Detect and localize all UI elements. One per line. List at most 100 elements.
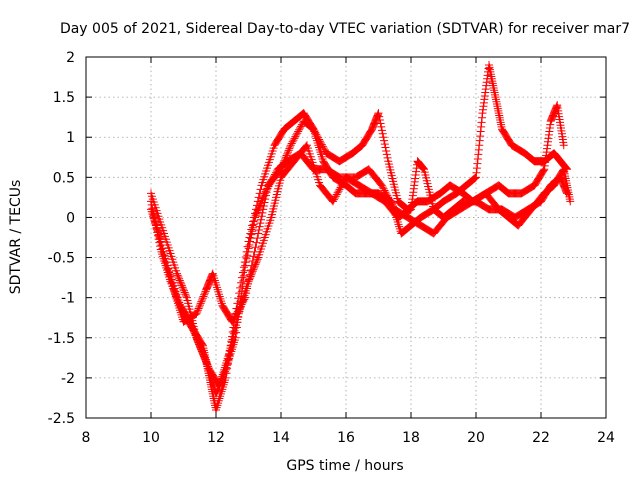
y-tick-label: -1.5	[48, 331, 75, 347]
data-point	[269, 173, 278, 182]
data-point	[198, 347, 207, 356]
grid-lines	[86, 57, 606, 418]
data-point	[217, 297, 226, 306]
data-point	[195, 302, 204, 311]
data-point	[250, 262, 259, 271]
data-point	[405, 206, 414, 215]
data-point	[284, 146, 293, 155]
data-point	[220, 369, 229, 378]
data-point	[182, 291, 191, 300]
data-point	[314, 133, 323, 142]
data-point	[384, 193, 393, 202]
data-point	[338, 180, 347, 189]
data-point	[329, 197, 337, 206]
x-tick-labels: 8 10 12 14 16 18 20 22 24	[82, 430, 615, 446]
data-point	[382, 189, 391, 198]
data-point	[245, 275, 254, 284]
data-point	[248, 267, 257, 276]
data-point	[310, 126, 319, 135]
data-point	[256, 219, 265, 228]
data-point	[158, 244, 167, 253]
data-point	[235, 302, 244, 311]
data-point	[377, 126, 386, 135]
y-tick-label: -1	[61, 291, 75, 307]
data-point	[215, 292, 224, 301]
data-point	[198, 295, 207, 304]
data-point	[150, 213, 159, 222]
data-point	[196, 299, 205, 308]
data-point	[219, 371, 228, 380]
data-point	[378, 183, 387, 192]
data-point	[231, 333, 240, 342]
data-point	[263, 184, 272, 193]
y-tick-label: 2	[66, 50, 75, 66]
data-point	[214, 384, 223, 393]
y-tick-label: 0.5	[53, 170, 75, 186]
data-point	[382, 146, 391, 155]
data-point	[332, 190, 341, 199]
data-point	[313, 132, 322, 141]
data-point	[316, 137, 324, 146]
data-point	[383, 153, 392, 162]
data-point	[260, 191, 269, 200]
x-tick-label: 12	[207, 430, 225, 446]
data-point	[212, 388, 221, 397]
data-point	[201, 356, 210, 365]
data-point	[252, 256, 261, 265]
data-point	[178, 283, 187, 292]
data-point	[216, 377, 225, 386]
data-point	[252, 238, 261, 247]
data-point	[334, 187, 343, 196]
data-point	[230, 314, 239, 323]
data-point	[198, 294, 207, 303]
data-point	[312, 130, 321, 139]
data-point	[198, 349, 207, 358]
data-point	[254, 229, 263, 238]
data-point	[267, 177, 276, 186]
data-point	[256, 199, 265, 208]
data-point	[253, 206, 262, 215]
data-point	[331, 192, 340, 201]
data-point	[216, 294, 225, 303]
data-point	[173, 269, 181, 278]
data-point	[253, 255, 262, 264]
data-point	[195, 301, 204, 310]
data-point	[212, 281, 221, 290]
data-point	[316, 138, 325, 147]
data-point	[196, 344, 205, 353]
x-tick-label: 14	[272, 430, 290, 446]
data-point	[175, 274, 184, 283]
data-point	[309, 125, 318, 134]
data-point	[539, 166, 548, 175]
data-point	[260, 189, 269, 198]
data-point	[245, 274, 254, 283]
data-point	[285, 144, 294, 153]
data-point	[234, 307, 243, 316]
x-tick-label: 22	[532, 430, 550, 446]
data-point	[212, 283, 221, 292]
data-point	[381, 188, 390, 197]
data-point	[294, 127, 303, 136]
data-point	[162, 258, 171, 267]
data-point	[334, 172, 343, 181]
data-point	[256, 185, 265, 194]
data-point	[248, 223, 257, 232]
data-point	[247, 230, 256, 239]
data-point	[296, 122, 305, 131]
data-point	[243, 251, 252, 260]
data-point	[377, 181, 386, 190]
data-point	[197, 297, 206, 306]
x-tick-label: 20	[467, 430, 485, 446]
data-point	[238, 273, 246, 282]
data-point	[200, 352, 209, 361]
data-point	[152, 220, 161, 229]
data-point	[270, 170, 279, 179]
data-point	[192, 309, 201, 318]
data-point	[251, 211, 260, 220]
data-point	[271, 168, 280, 177]
data-point	[383, 191, 392, 200]
data-point	[242, 254, 251, 263]
data-point	[179, 285, 188, 294]
data-point	[241, 258, 250, 267]
data-point	[287, 139, 296, 148]
